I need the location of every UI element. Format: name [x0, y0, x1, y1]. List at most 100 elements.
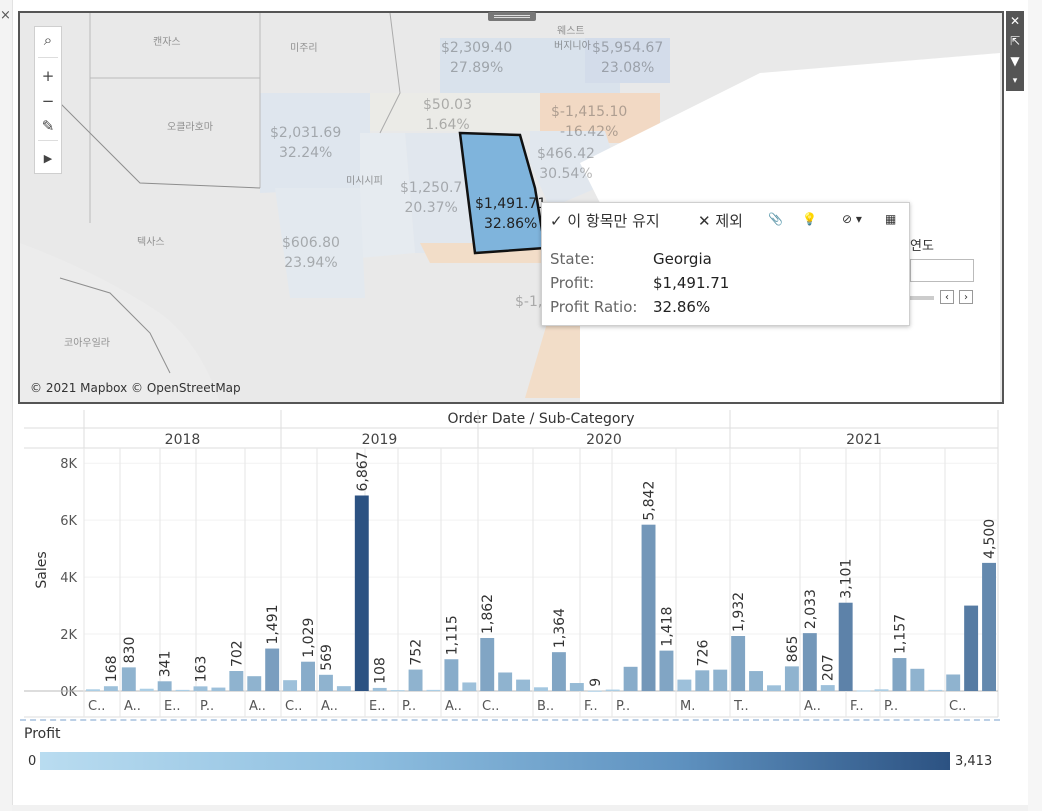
bar-data-label: 569	[319, 644, 335, 671]
bar	[265, 648, 280, 691]
bar	[677, 679, 692, 691]
more-icon[interactable]: ▾	[1012, 76, 1018, 86]
bottom-edge	[12, 805, 1028, 811]
x-tick-label: C..	[88, 699, 105, 714]
bar	[802, 633, 817, 691]
year-label: 2018	[165, 432, 201, 448]
bar	[910, 668, 925, 691]
state-label: $50.03 1.64%	[423, 97, 472, 133]
bar	[318, 674, 333, 691]
bar	[928, 689, 943, 691]
chart-title: Order Date / Sub-Category	[448, 411, 635, 427]
close-icon[interactable]: ✕	[1009, 14, 1021, 28]
bar	[982, 562, 996, 691]
bar-data-label: 207	[821, 654, 837, 681]
bar	[498, 672, 513, 691]
map-attribution[interactable]: © 2021 Mapbox © OpenStreetMap	[30, 381, 241, 395]
drag-handle[interactable]	[488, 12, 536, 21]
bar	[569, 683, 584, 691]
place-label: 미주리	[290, 43, 318, 54]
bar	[534, 687, 548, 691]
expand-arrow-icon[interactable]: ▶	[43, 152, 53, 165]
bar-data-label: 1,932	[731, 592, 747, 632]
bar	[157, 681, 172, 691]
x-tick-label: P..	[200, 699, 214, 714]
bar-data-label: 1,115	[444, 615, 460, 655]
bar	[516, 679, 531, 691]
keep-only-button[interactable]: ✓ 이 항목만 유지	[550, 212, 660, 230]
map-toolbar: ⌕ + − ✎ ▶	[34, 26, 62, 174]
state-label: $2,309.40 27.89%	[441, 40, 513, 76]
next-year-button[interactable]: ›	[959, 290, 973, 304]
bar	[856, 690, 871, 692]
bar-data-label: 726	[695, 640, 711, 667]
exclude-button[interactable]: ✕ 제외	[698, 212, 743, 230]
bar-data-label: 1,157	[892, 614, 908, 654]
view-data-icon[interactable]: ▦	[885, 212, 897, 226]
popout-icon[interactable]: ⇱	[1009, 34, 1021, 48]
bar-data-label: 865	[785, 636, 801, 663]
bar	[784, 666, 799, 691]
legend-max: 3,413	[955, 754, 993, 769]
bar	[283, 680, 298, 691]
bar-data-label: 4,500	[982, 519, 998, 559]
divider	[38, 57, 58, 58]
bar	[390, 690, 405, 692]
state-label: $-1,	[515, 294, 543, 310]
bar	[211, 687, 226, 691]
search-icon[interactable]: ⌕	[43, 31, 53, 49]
year-filter-title: 연도	[910, 239, 934, 254]
tooltip-actions: ✓ 이 항목만 유지 ✕ 제외 📎 💡 ⊘ ▾ ▦	[542, 203, 909, 235]
bar-data-label: 1,418	[659, 607, 675, 647]
bar	[605, 689, 620, 691]
x-tick-label: E..	[164, 699, 180, 714]
place-label: 코아우일라	[64, 338, 110, 349]
filter-icon[interactable]: ▼	[1010, 54, 1020, 68]
close-icon[interactable]: ×	[0, 8, 11, 23]
bar	[354, 495, 369, 691]
x-tick-label: F..	[584, 699, 598, 714]
bar-data-label: 1,364	[552, 608, 568, 648]
bar	[372, 687, 387, 691]
bar-data-label: 163	[193, 656, 209, 683]
place-label: 버지니아	[554, 41, 591, 52]
zoom-in-icon[interactable]: +	[41, 67, 55, 85]
bar-data-label: 1,491	[265, 604, 281, 644]
bar-data-label: 2,033	[803, 589, 819, 629]
bar	[86, 689, 100, 691]
year-filter-input[interactable]	[910, 259, 974, 282]
group-icon[interactable]: 📎	[768, 212, 783, 226]
x-tick-label: P..	[884, 699, 898, 714]
lightbulb-icon[interactable]: 💡	[802, 212, 817, 226]
year-label: 2019	[362, 432, 398, 448]
y-tick-label: 2K	[60, 628, 77, 643]
bar	[336, 686, 351, 691]
x-tick-label: A..	[124, 699, 141, 714]
pin-clear-icon[interactable]: ✎	[41, 117, 55, 135]
state-label: $-1,415.10 -16.42%	[551, 104, 628, 140]
bar-data-label: 5,842	[642, 481, 658, 521]
set-icon[interactable]: ⊘ ▾	[842, 212, 862, 226]
bar	[193, 686, 208, 691]
bar	[103, 686, 118, 691]
bar	[301, 661, 315, 691]
zoom-out-icon[interactable]: −	[41, 92, 55, 110]
prev-year-button[interactable]: ‹	[940, 290, 954, 304]
tooltip-label: State:	[550, 250, 595, 268]
x-tick-label: E..	[369, 699, 385, 714]
place-label: 오클라호마	[167, 122, 213, 133]
x-tick-label: M.	[680, 699, 695, 714]
bar	[820, 685, 835, 691]
bar-data-label: 830	[122, 637, 138, 664]
bar	[426, 689, 441, 691]
place-label: 캔자스	[153, 37, 181, 48]
bar	[964, 605, 979, 691]
bar	[623, 666, 638, 691]
state-label: $1,250.7 20.37%	[400, 180, 463, 216]
divider	[38, 140, 58, 141]
sales-bar-chart[interactable]: Order Date / Sub-Category 2018 2019 2020 202…	[0, 404, 1042, 734]
bar	[749, 671, 764, 691]
year-slider[interactable]	[910, 296, 934, 300]
state-label: $606.80 23.94%	[282, 235, 340, 271]
bar	[121, 667, 136, 691]
